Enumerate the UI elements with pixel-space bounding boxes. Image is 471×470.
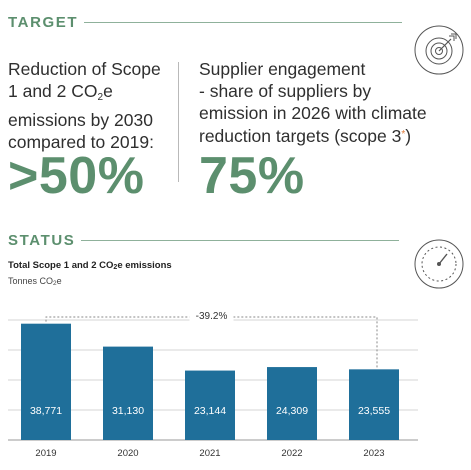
status-section-header: STATUS [8,232,400,249]
target-right-line-3: emission in 2026 with climate [199,103,427,123]
scope12-target-value: >50% [8,147,145,205]
change-bracket [45,316,378,368]
target-heading: TARGET [8,14,79,31]
target-left-line-4: compared to 2019: [8,132,154,152]
x-tick-label: 2019 [35,448,56,459]
bar-2020 [103,346,153,440]
speedometer-icon [414,239,464,289]
bar-2022 [267,367,317,440]
chart-unit-label: Tonnes CO2e [8,276,62,287]
scope12-target-text: Reduction of Scope 1 and 2 CO2e emission… [8,58,161,153]
target-left-line-2: 1 and 2 CO2e [8,81,113,103]
change-annotation: -39.2% [196,311,228,322]
x-tick-label: 2023 [363,448,384,459]
target-left-line-3: emissions by 2030 [8,110,153,130]
bar-2019 [21,323,71,440]
target-divider [178,62,179,182]
footnote-star: * [401,129,406,140]
status-heading: STATUS [8,232,76,249]
supplier-target-text: Supplier engagement - share of suppliers… [199,58,427,147]
target-rule [84,22,403,23]
target-icon [414,25,464,75]
bar-value-label: 23,555 [358,405,390,417]
bar-value-label: 38,771 [30,405,62,417]
target-section-header: TARGET [8,14,403,31]
x-tick-label: 2021 [199,448,220,459]
bar-value-label: 24,309 [276,405,308,417]
bar-2023 [349,369,399,440]
target-right-line-4: reduction targets (scope 3*) [199,126,412,146]
bar-value-label: 23,144 [194,405,226,417]
target-left-line-1: Reduction of Scope [8,59,161,79]
target-right-line-1: Supplier engagement [199,59,366,79]
x-tick-label: 2022 [281,448,302,459]
emissions-bar-chart: 38,771 2019 31,130 2020 23,144 2021 24,309 2022… [8,308,418,459]
bar-value-label: 31,130 [112,405,144,417]
chart-title: Total Scope 1 and 2 CO2e emissions [8,260,172,271]
target-right-line-2: - share of suppliers by [199,81,372,101]
status-rule [81,240,400,241]
bar-2021 [185,370,235,440]
x-tick-label: 2020 [117,448,138,459]
annotation-background [189,308,234,322]
supplier-target-value: 75% [199,147,305,205]
